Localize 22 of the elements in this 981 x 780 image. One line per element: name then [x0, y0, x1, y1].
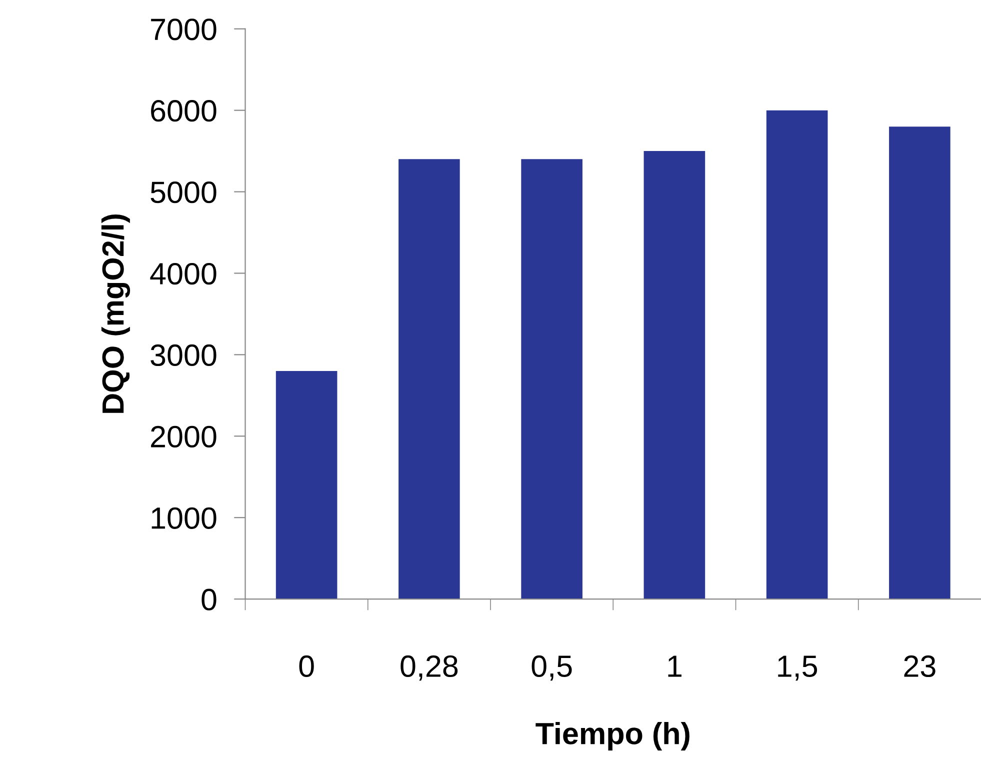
bar — [644, 151, 706, 600]
bar — [521, 159, 582, 600]
x-tick-label: 0 — [299, 655, 314, 678]
y-tick-label: 6000 — [151, 100, 216, 122]
x-tick-label: 23 — [904, 655, 936, 678]
x-tick-label: 0,28 — [400, 655, 458, 681]
x-tick-label: 1 — [668, 656, 682, 677]
y-tick-label: 2000 — [151, 426, 216, 448]
y-tick-label: 1000 — [152, 507, 216, 529]
bar — [889, 126, 950, 600]
bar — [766, 110, 828, 600]
y-tick-label: 4000 — [150, 262, 216, 285]
y-tick-label: 3000 — [150, 344, 216, 366]
x-axis-title: Tiempo (h) — [536, 722, 690, 750]
x-tick-label: 1,5 — [778, 656, 818, 681]
y-tick-label: 7000 — [151, 18, 216, 40]
bar — [276, 370, 338, 600]
bar — [398, 159, 460, 600]
x-tick-label: 0,5 — [532, 655, 572, 681]
y-tick-label: 0 — [202, 588, 216, 610]
y-axis-title: DQO (mgO2/l) — [101, 214, 130, 413]
y-tick-label: 5000 — [150, 182, 216, 204]
